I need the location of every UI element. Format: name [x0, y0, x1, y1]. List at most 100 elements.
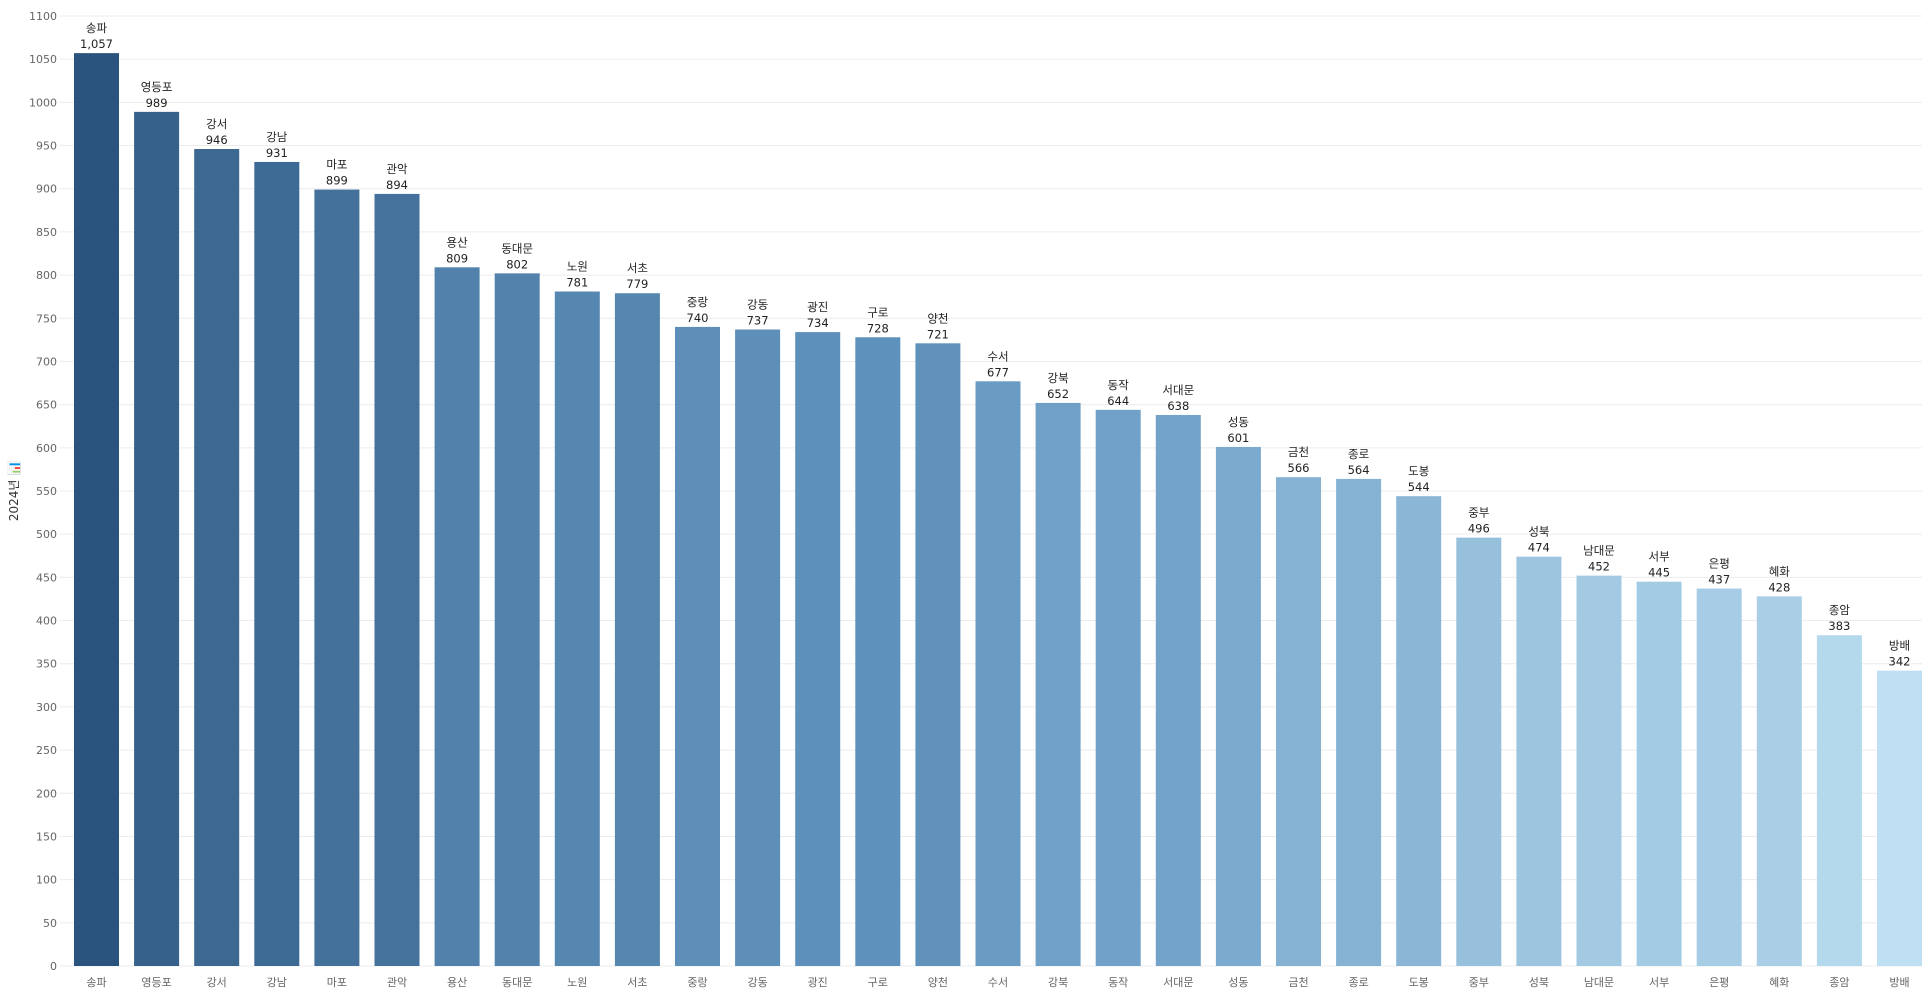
x-tick-label: 성동 [1228, 976, 1248, 989]
bar-value-label: 428 [1768, 580, 1790, 594]
bar-광진[interactable] [795, 332, 841, 966]
bar-category-label: 도봉 [1408, 464, 1429, 478]
x-tick-label: 강북 [1048, 976, 1068, 989]
bar-labels: 송파 1,057 영등포 989 강서 946 강남 931 마포 899 관악 894 용산 809 동대… [80, 21, 1910, 668]
bar-value-label: 894 [386, 178, 408, 192]
bar-value-label: 734 [807, 316, 829, 330]
bar-category-label: 은평 [1709, 557, 1730, 571]
bar-용산[interactable] [434, 267, 480, 966]
y-tick-label: 700 [36, 355, 57, 368]
bar-category-label: 동작 [1108, 378, 1130, 392]
bar-value-label: 721 [927, 327, 949, 341]
bar-category-label: 구로 [867, 305, 888, 319]
bar-value-label: 677 [987, 365, 1009, 379]
x-tick-label: 강동 [747, 976, 767, 989]
bar-category-label: 영등포 [141, 80, 173, 94]
bar-value-label: 644 [1107, 394, 1129, 408]
bar-방배[interactable] [1877, 670, 1922, 966]
x-tick-label: 강서 [207, 976, 227, 989]
bar-category-label: 강동 [747, 298, 768, 312]
x-tick-label: 성북 [1529, 976, 1549, 989]
y-tick-label: 600 [36, 442, 57, 455]
bar-category-label: 강남 [266, 130, 288, 144]
y-tick-label: 0 [50, 960, 57, 973]
x-tick-label: 광진 [808, 976, 828, 989]
y-axis-ticks: 0 50 100 150 200 250 300 350 400 450 500 550 600 650 7… [29, 10, 57, 973]
bar-value-label: 652 [1047, 387, 1069, 401]
bar-금천[interactable] [1276, 477, 1321, 966]
bar-category-label: 혜화 [1769, 564, 1791, 578]
bar-영등포[interactable] [134, 111, 180, 966]
bar-중랑[interactable] [675, 326, 720, 967]
bar-category-label: 관악 [386, 162, 408, 176]
bar-동대문[interactable] [494, 273, 540, 966]
y-tick-label: 1000 [29, 96, 57, 109]
bar-category-label: 종암 [1829, 603, 1851, 617]
bar-category-label: 금천 [1288, 445, 1309, 459]
y-tick-label: 1050 [29, 53, 57, 66]
bar-동작[interactable] [1095, 409, 1141, 966]
x-tick-label: 은평 [1709, 976, 1729, 989]
x-tick-label: 도봉 [1409, 976, 1429, 989]
bar-성북[interactable] [1516, 556, 1562, 966]
x-tick-label: 수서 [988, 976, 1008, 989]
bar-category-label: 종로 [1348, 447, 1369, 461]
bar-value-label: 474 [1528, 541, 1550, 555]
bar-value-label: 989 [146, 96, 168, 110]
bar-category-label: 중랑 [687, 295, 709, 309]
bar-value-label: 737 [747, 314, 769, 328]
bar-중부[interactable] [1456, 537, 1502, 966]
bar-양천[interactable] [915, 343, 961, 966]
x-tick-label: 중랑 [687, 976, 707, 989]
bar-value-label: 781 [566, 276, 588, 290]
bar-종로[interactable] [1336, 478, 1382, 966]
bar-강남[interactable] [254, 161, 300, 967]
bar-value-label: 601 [1227, 431, 1249, 445]
bar-강북[interactable] [1035, 402, 1081, 967]
bar-마포[interactable] [314, 189, 360, 966]
y-tick-label: 850 [36, 226, 57, 239]
bar-category-label: 서초 [627, 261, 648, 275]
y-tick-label: 550 [36, 485, 57, 498]
bar-강서[interactable] [194, 149, 240, 966]
bar-서대문[interactable] [1155, 415, 1201, 966]
x-tick-label: 동작 [1108, 976, 1128, 989]
bar-서부[interactable] [1636, 581, 1682, 966]
x-tick-label: 금천 [1288, 975, 1308, 989]
y-tick-label: 250 [36, 744, 57, 757]
y-tick-label: 150 [36, 830, 57, 843]
bar-종암[interactable] [1816, 635, 1862, 966]
bar-수서[interactable] [975, 381, 1021, 966]
x-tick-label: 종로 [1348, 976, 1368, 989]
bar-category-label: 양천 [927, 311, 948, 325]
bar-value-label: 437 [1708, 573, 1730, 587]
y-axis-title: 2024년 📊 [7, 461, 21, 521]
bar-관악[interactable] [374, 193, 420, 967]
x-tick-label: 종암 [1829, 976, 1849, 989]
bar-송파[interactable] [74, 53, 119, 967]
y-tick-label: 200 [36, 787, 57, 800]
bar-혜화[interactable] [1756, 596, 1802, 966]
bar-성동[interactable] [1215, 446, 1261, 966]
x-tick-label: 강남 [267, 976, 287, 989]
bar-도봉[interactable] [1396, 496, 1442, 966]
bar-category-label: 노원 [567, 260, 588, 274]
x-tick-label: 중부 [1469, 976, 1489, 989]
bar-category-label: 용산 [447, 235, 469, 249]
y-tick-label: 1100 [29, 10, 57, 23]
y-tick-label: 450 [36, 571, 57, 584]
x-tick-label: 용산 [447, 976, 467, 989]
bar-value-label: 383 [1828, 619, 1850, 633]
bar-강동[interactable] [735, 329, 781, 967]
bar-구로[interactable] [855, 337, 901, 967]
bar-서초[interactable] [614, 293, 660, 966]
bar-남대문[interactable] [1576, 575, 1622, 966]
bar-category-label: 수서 [987, 349, 1008, 363]
x-tick-label: 남대문 [1584, 976, 1614, 989]
y-tick-label: 800 [36, 269, 57, 282]
bar-노원[interactable] [554, 291, 600, 967]
bar-value-label: 740 [687, 311, 709, 325]
bar-은평[interactable] [1696, 588, 1742, 966]
bar-category-label: 방배 [1889, 639, 1910, 653]
